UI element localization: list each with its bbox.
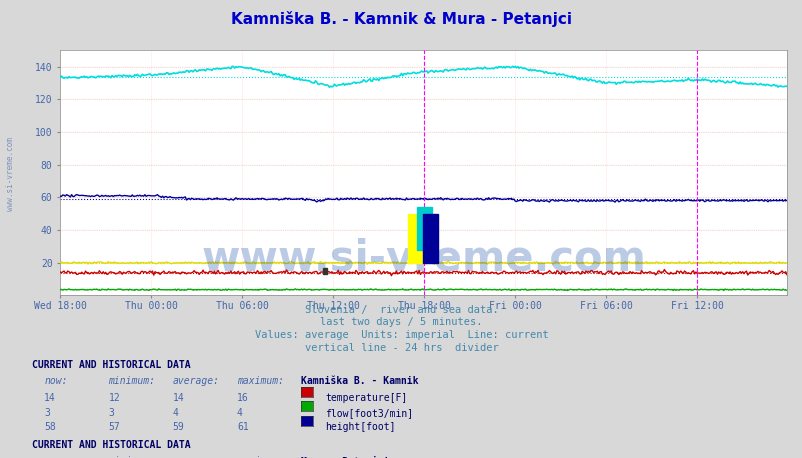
Text: CURRENT AND HISTORICAL DATA: CURRENT AND HISTORICAL DATA: [32, 360, 191, 370]
Text: minimum:: minimum:: [108, 456, 156, 458]
Text: maximum:: maximum:: [237, 456, 284, 458]
Text: 3: 3: [44, 408, 50, 418]
Text: 3: 3: [108, 408, 114, 418]
Text: 59: 59: [172, 422, 184, 432]
Text: vertical line - 24 hrs  divider: vertical line - 24 hrs divider: [304, 343, 498, 353]
Text: 16: 16: [237, 393, 249, 403]
Text: 61: 61: [237, 422, 249, 432]
Text: 58: 58: [44, 422, 56, 432]
Text: temperature[F]: temperature[F]: [325, 393, 407, 403]
Text: 4: 4: [237, 408, 242, 418]
Text: Kamniška B. - Kamnik & Mura - Petanjci: Kamniška B. - Kamnik & Mura - Petanjci: [231, 11, 571, 27]
Text: 14: 14: [172, 393, 184, 403]
Text: last two days / 5 minutes.: last two days / 5 minutes.: [320, 317, 482, 327]
Text: maximum:: maximum:: [237, 376, 284, 386]
Text: Slovenia /  river and sea data.: Slovenia / river and sea data.: [304, 305, 498, 315]
Text: 14: 14: [44, 393, 56, 403]
Bar: [322, 267, 326, 274]
Bar: [416, 207, 431, 250]
Text: minimum:: minimum:: [108, 376, 156, 386]
Bar: [423, 214, 438, 263]
Text: 57: 57: [108, 422, 120, 432]
Text: Mura - Petanjci: Mura - Petanjci: [301, 456, 389, 458]
Text: height[foot]: height[foot]: [325, 422, 395, 432]
Text: average:: average:: [172, 456, 220, 458]
Text: www.si-vreme.com: www.si-vreme.com: [6, 137, 15, 211]
Text: 12: 12: [108, 393, 120, 403]
Text: 4: 4: [172, 408, 178, 418]
Text: flow[foot3/min]: flow[foot3/min]: [325, 408, 413, 418]
Text: average:: average:: [172, 376, 220, 386]
Text: Values: average  Units: imperial  Line: current: Values: average Units: imperial Line: cu…: [254, 330, 548, 340]
Text: now:: now:: [44, 376, 67, 386]
Bar: [407, 214, 426, 263]
Text: CURRENT AND HISTORICAL DATA: CURRENT AND HISTORICAL DATA: [32, 440, 191, 450]
Text: Kamniška B. - Kamnik: Kamniška B. - Kamnik: [301, 376, 418, 386]
Text: www.si-vreme.com: www.si-vreme.com: [200, 238, 646, 280]
Text: now:: now:: [44, 456, 67, 458]
